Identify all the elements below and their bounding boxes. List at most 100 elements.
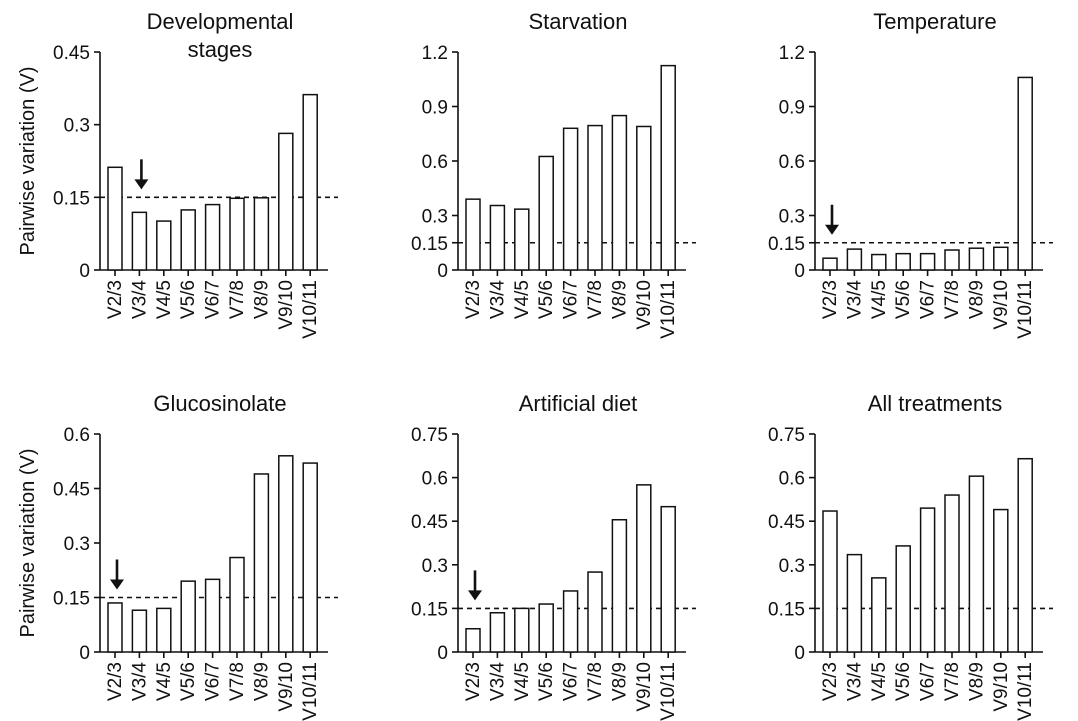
y-tick-label: 0.45 [53,43,90,64]
y-axis-label: Pairwise variation (V) [17,449,39,638]
bar-v10-11 [1017,457,1033,653]
bar-v10-11 [660,64,676,271]
x-tick-label: V10/11 [658,280,679,339]
y-tick-label: 0 [79,261,90,282]
bar-v4-5 [514,607,530,653]
chart-title: All treatments [868,391,1003,416]
y-tick-label: 0.3 [64,116,90,137]
bar-v10-11 [302,462,318,653]
y-tick-label: 0 [437,261,448,282]
bar-v9-10 [993,508,1009,653]
y-tick-label: 0.15 [53,589,90,610]
x-tick-label: V5/6 [893,662,914,701]
chart-title: Temperature [873,9,997,34]
bar-v8-9 [611,114,628,271]
x-tick-label: V8/9 [251,280,272,319]
bar-v5-6 [895,545,911,653]
x-tick-label: V10/11 [300,662,321,721]
bar-v8-9 [611,518,628,653]
bar-v3-4 [489,612,506,653]
bar-v7-8 [944,494,960,653]
bar-v5-6 [538,603,554,653]
y-tick-label: 0.3 [422,556,448,577]
x-tick-label: V7/8 [227,280,248,319]
x-tick-label: V10/11 [658,662,679,721]
bar-v2-3 [822,510,838,653]
y-tick-label: 0.15 [768,599,805,620]
y-tick-label: 0.45 [53,480,90,501]
arrow-icon [468,570,482,601]
arrow-icon [134,159,149,190]
bar-v8-9 [968,475,985,653]
bar-v3-4 [131,211,148,271]
bar-v6-7 [919,252,936,271]
bar-v6-7 [204,203,221,271]
bar-v4-5 [156,607,172,653]
bar-v2-3 [465,198,481,271]
y-tick-label: 0.3 [779,556,805,577]
y-tick-label: 0.3 [779,207,805,228]
y-tick-label: 0.3 [64,534,90,555]
y-tick-label: 0 [79,643,90,664]
y-tick-label: 0.6 [779,152,805,173]
x-tick-label: V3/4 [129,662,150,702]
x-tick-label: V2/3 [463,662,484,701]
x-tick-label: V9/10 [991,280,1012,330]
y-axis-label: Pairwise variation (V) [17,67,39,256]
bar-v3-4 [489,204,506,271]
bar-v7-8 [944,249,960,271]
x-tick-label: V7/8 [942,662,963,701]
y-tick-label: 0.6 [422,152,448,173]
chart-title: Starvation [528,9,627,34]
x-tick-label: V3/4 [844,662,865,702]
bar-v3-4 [846,248,863,271]
y-tick-label: 0.45 [411,512,448,533]
bar-v9-10 [636,125,652,271]
bar-v4-5 [871,253,887,271]
y-tick-label: 0.9 [422,98,448,119]
arrow-head [825,224,839,235]
x-tick-label: V3/4 [487,662,508,702]
chart-panel-5: Artificial diet 0 0.15 0.3 0.45 0.6 0.75 V2/3 V3… [411,391,696,721]
y-tick-label: 0.45 [768,512,805,533]
x-tick-label: V7/8 [942,280,963,319]
x-tick-label: V2/3 [820,662,841,701]
chart-title: Artificial diet [519,391,638,416]
x-tick-label: V8/9 [609,280,630,319]
bar-v8-9 [253,197,270,271]
y-tick-label: 0.9 [779,98,805,119]
chart-title: Glucosinolate [153,391,286,416]
x-tick-label: V6/7 [203,280,224,319]
bar-v2-3 [465,627,481,653]
arrow-icon [110,559,124,590]
x-tick-label: V6/7 [918,662,939,701]
arrow-head [134,179,149,190]
arrow-head [468,590,482,601]
x-tick-label: V7/8 [227,662,248,701]
x-tick-label: V7/8 [585,280,606,319]
y-tick-label: 0 [794,261,805,282]
x-tick-label: V3/4 [129,280,150,320]
bar-v5-6 [180,580,196,653]
y-tick-label: 0.6 [779,469,805,490]
x-tick-label: V9/10 [276,280,297,330]
bar-v8-9 [968,247,985,271]
bar-v6-7 [204,578,221,653]
x-tick-label: V8/9 [609,662,630,701]
bar-v2-3 [107,602,123,653]
y-tick-label: 0.75 [411,425,448,446]
y-tick-label: 1.2 [422,43,448,64]
x-tick-label: V10/11 [1015,662,1036,721]
x-tick-label: V5/6 [893,280,914,319]
bar-v7-8 [229,197,245,271]
bar-v10-11 [660,505,676,653]
x-tick-label: V9/10 [634,280,655,330]
bar-v9-10 [636,484,652,653]
bar-v6-7 [562,590,579,653]
y-tick-label: 0.75 [768,425,805,446]
x-tick-label: V6/7 [203,662,224,701]
bar-v9-10 [278,132,294,271]
y-tick-label: 0.15 [411,599,448,620]
x-tick-label: V3/4 [844,280,865,320]
